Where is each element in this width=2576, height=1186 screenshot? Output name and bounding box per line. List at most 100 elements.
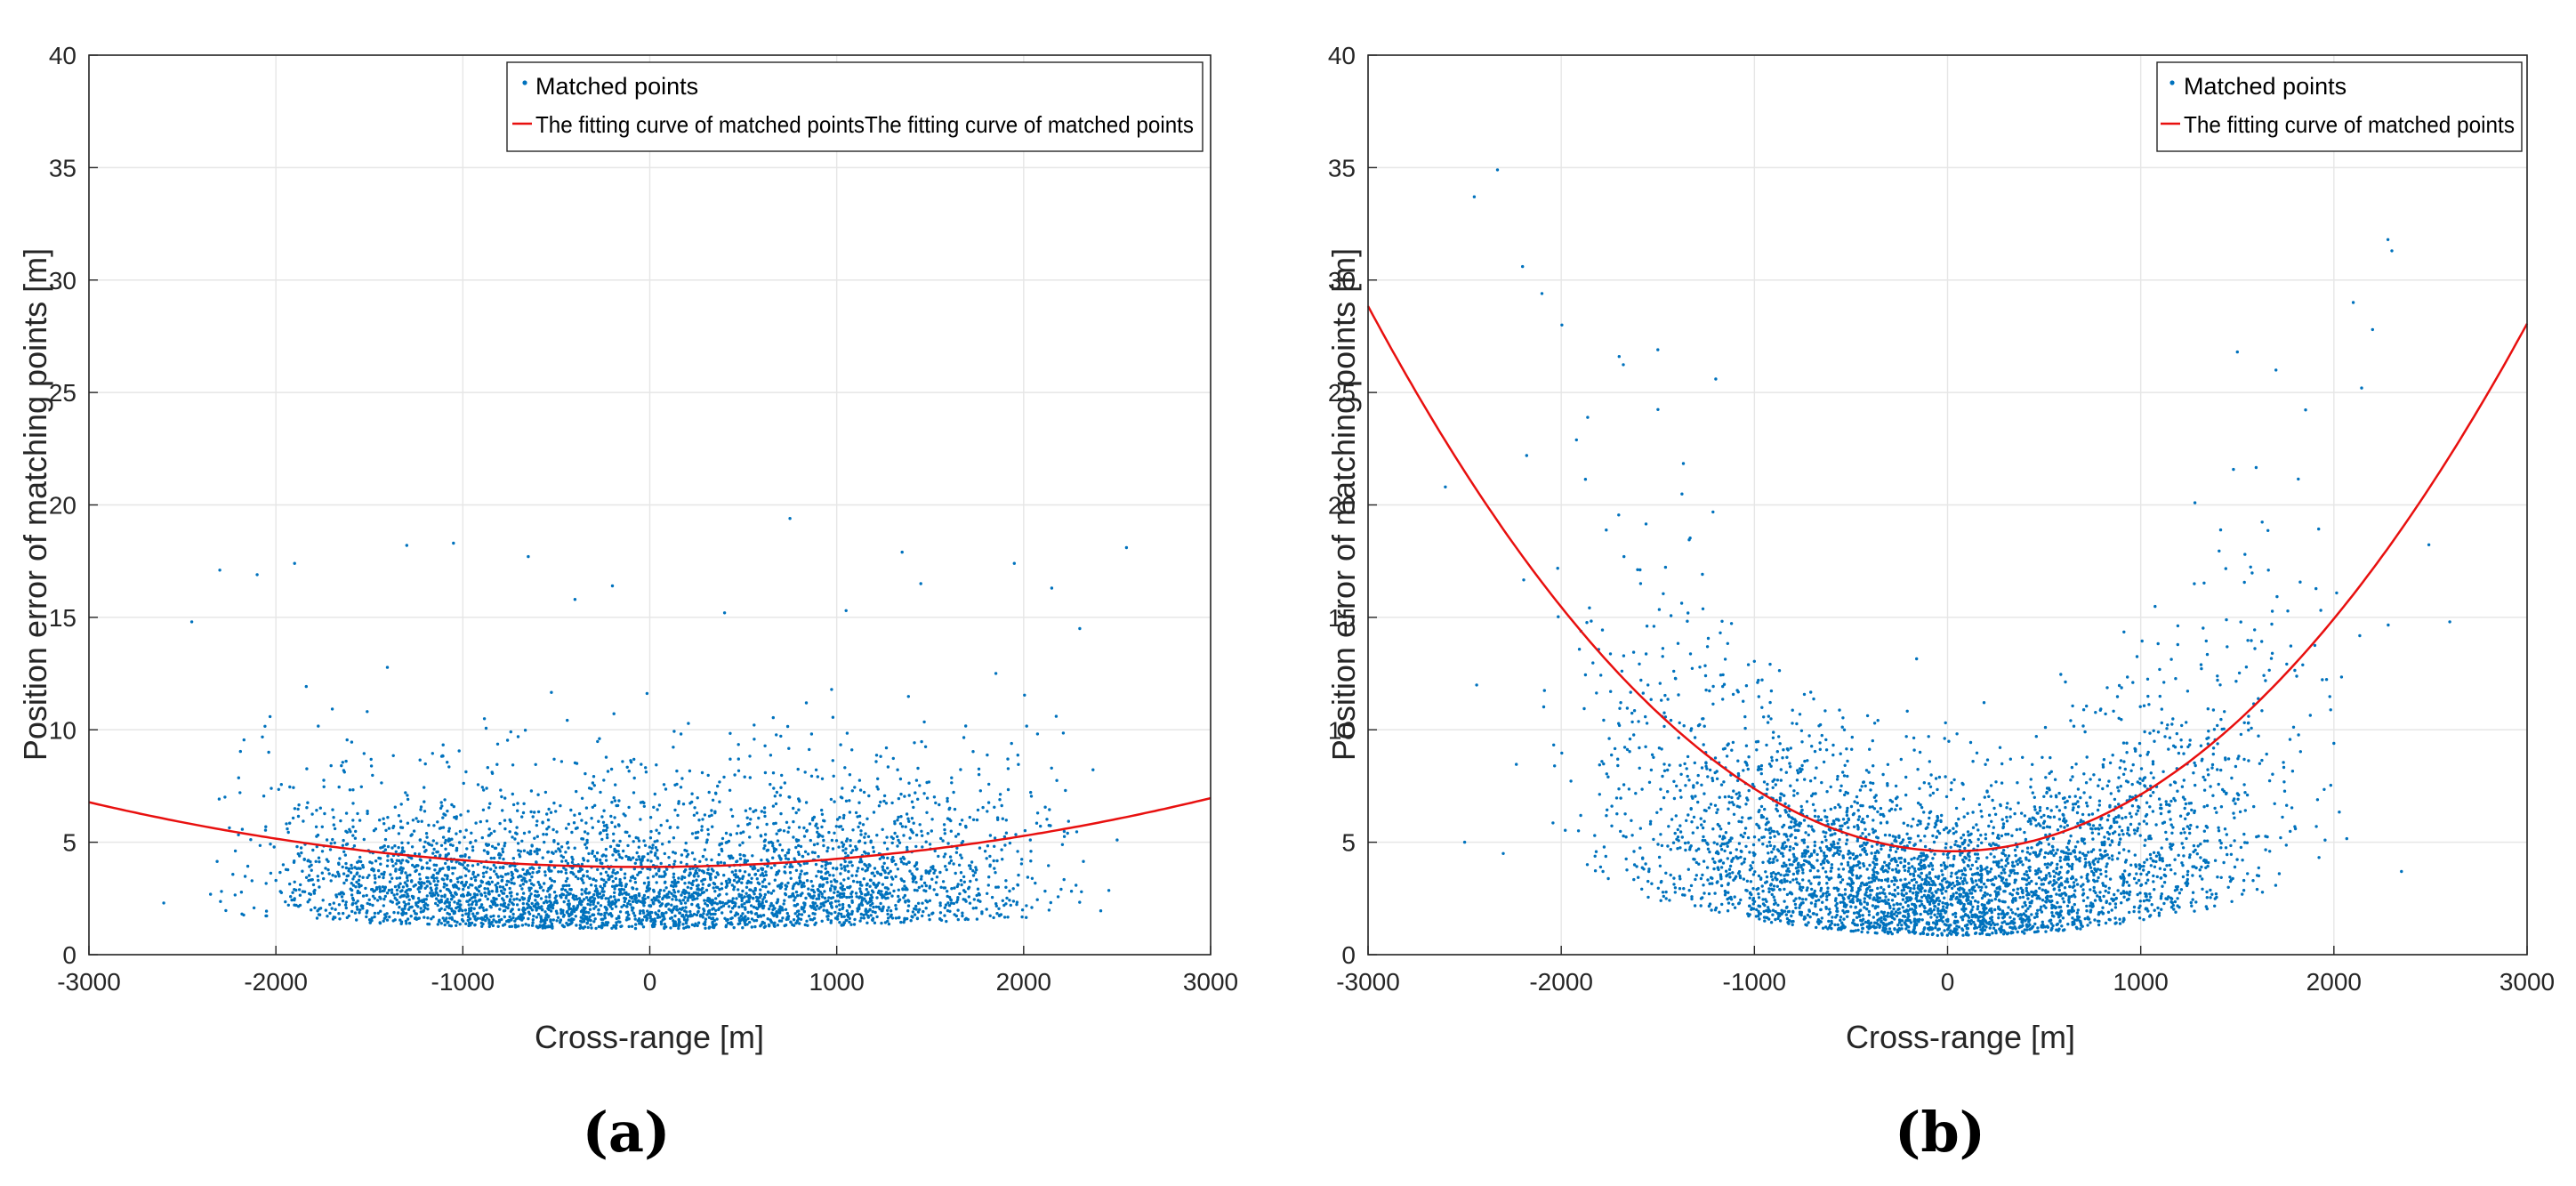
scatter-point xyxy=(2130,782,2134,787)
scatter-point xyxy=(671,880,674,884)
scatter-point xyxy=(277,787,280,791)
scatter-point xyxy=(479,905,483,908)
scatter-point xyxy=(471,870,475,875)
scatter-point xyxy=(641,909,645,913)
scatter-point xyxy=(318,885,321,889)
scatter-point xyxy=(857,779,862,782)
scatter-point xyxy=(691,895,696,899)
scatter-point xyxy=(596,867,600,872)
scatter-point xyxy=(383,837,388,842)
scatter-point xyxy=(1783,833,1786,836)
scatter-point xyxy=(659,861,663,866)
scatter-point xyxy=(724,879,729,883)
scatter-point xyxy=(896,819,899,822)
scatter-point xyxy=(436,903,439,908)
scatter-point xyxy=(735,832,739,835)
scatter-point xyxy=(2186,873,2189,876)
scatter-point xyxy=(455,849,458,852)
scatter-point xyxy=(959,871,963,875)
scatter-point xyxy=(1838,708,1841,712)
scatter-point xyxy=(1729,622,1734,625)
scatter-point xyxy=(391,864,395,867)
scatter-point xyxy=(263,724,267,728)
scatter-point xyxy=(2338,811,2341,814)
scatter-point xyxy=(573,761,577,765)
scatter-point xyxy=(1043,805,1047,809)
scatter-point xyxy=(738,922,742,925)
scatter-point xyxy=(633,917,637,921)
scatter-point xyxy=(821,895,825,899)
scatter-point xyxy=(586,859,590,863)
scatter-point xyxy=(566,718,569,722)
scatter-point xyxy=(864,851,867,855)
scatter-point xyxy=(820,865,824,868)
scatter-point xyxy=(413,865,416,869)
scatter-point xyxy=(536,912,541,916)
scatter-point xyxy=(597,819,600,823)
scatter-point xyxy=(284,900,287,904)
scatter-point xyxy=(994,904,999,908)
scatter-point xyxy=(288,821,292,825)
scatter-point xyxy=(725,884,729,888)
scatter-point xyxy=(370,916,374,920)
scatter-point xyxy=(2117,776,2121,779)
scatter-point xyxy=(425,861,429,865)
scatter-point xyxy=(526,906,529,910)
scatter-point xyxy=(482,875,486,878)
scatter-point xyxy=(484,894,487,898)
scatter-point xyxy=(445,883,448,887)
scatter-point xyxy=(582,874,585,877)
scatter-point xyxy=(527,886,531,890)
scatter-point xyxy=(366,811,369,816)
scatter-point xyxy=(707,916,712,919)
scatter-point xyxy=(1809,690,1813,694)
scatter-point xyxy=(956,883,960,886)
scatter-point xyxy=(623,900,626,904)
scatter-point xyxy=(269,843,272,846)
scatter-point xyxy=(301,869,304,873)
scatter-point xyxy=(730,814,735,819)
scatter-point xyxy=(599,872,603,875)
scatter-point xyxy=(262,795,266,798)
scatter-point xyxy=(1992,806,1996,811)
scatter-point xyxy=(1055,779,1059,782)
scatter-point xyxy=(703,813,707,817)
scatter-point xyxy=(553,900,558,903)
scatter-point xyxy=(500,917,503,922)
scatter-point xyxy=(485,787,488,790)
scatter-point xyxy=(575,924,578,927)
scatter-point xyxy=(1916,768,1920,771)
scatter-point xyxy=(779,919,784,923)
scatter-point xyxy=(1686,867,1691,871)
scatter-point xyxy=(921,845,924,849)
scatter-point xyxy=(671,898,674,901)
scatter-point xyxy=(638,918,641,922)
scatter-point xyxy=(370,861,374,865)
scatter-point xyxy=(779,786,783,789)
scatter-point xyxy=(217,797,221,801)
scatter-point xyxy=(2131,681,2135,684)
scatter-point xyxy=(462,887,465,892)
scatter-point xyxy=(2131,762,2135,767)
scatter-point xyxy=(915,867,919,871)
scatter-point xyxy=(799,893,802,898)
scatter-point xyxy=(763,814,767,819)
scatter-point xyxy=(927,914,931,917)
scatter-point xyxy=(486,887,490,891)
scatter-point xyxy=(342,892,345,896)
scatter-point xyxy=(286,903,290,907)
y-tick-label: 0 xyxy=(62,941,76,969)
scatter-point xyxy=(681,899,685,902)
scatter-point xyxy=(617,888,622,892)
scatter-point xyxy=(444,847,447,851)
scatter-point xyxy=(1753,870,1757,874)
scatter-point xyxy=(455,920,459,924)
scatter-point xyxy=(379,862,382,866)
scatter-point xyxy=(784,853,787,858)
scatter-point xyxy=(849,923,853,926)
scatter-point xyxy=(841,816,846,820)
scatter-point xyxy=(2127,883,2131,887)
scatter-point xyxy=(270,787,273,790)
scatter-point xyxy=(527,916,530,921)
scatter-point xyxy=(357,883,361,886)
